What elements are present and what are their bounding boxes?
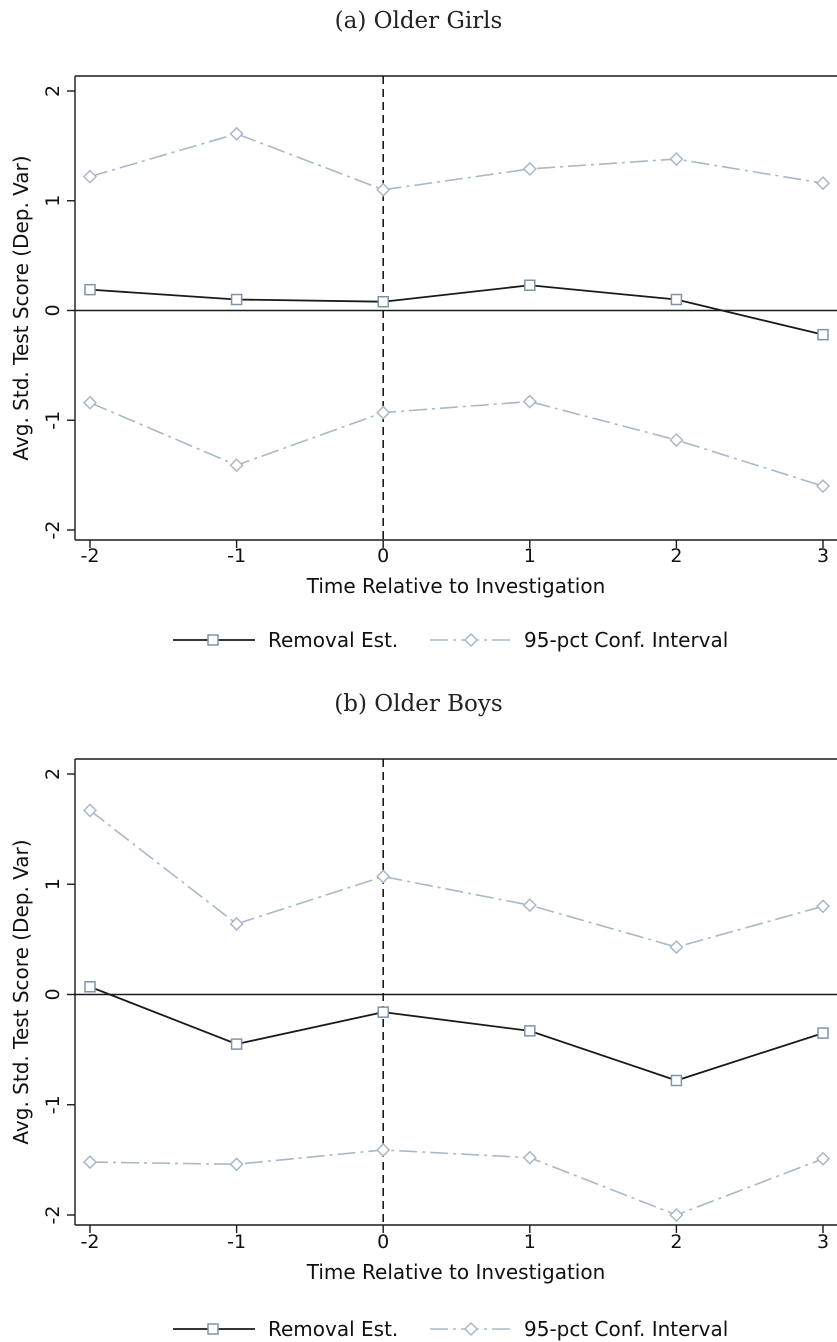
ci-point-marker: [82, 1155, 98, 1170]
estimate-point-marker: [524, 279, 536, 292]
legend-ci-label: 95-pct Conf. Interval: [524, 628, 728, 652]
estimate-point-marker: [817, 328, 829, 341]
y-axis-label: Avg. Std. Test Score (Dep. Var): [9, 839, 33, 1144]
x-tick-label: 1: [524, 1231, 536, 1253]
estimate-point-marker: [670, 293, 683, 306]
y-tick-label: 0: [42, 988, 64, 1000]
x-tick-label: 2: [670, 545, 682, 567]
legend-ci-label: 95-pct Conf. Interval: [524, 1317, 728, 1341]
ci-point-marker: [815, 176, 831, 191]
ci-series-line: [89, 132, 824, 191]
legend-estimate-label: Removal Est.: [268, 628, 398, 652]
ci-point-marker: [376, 182, 391, 197]
ci-point-marker: [82, 395, 98, 410]
estimate-point-marker: [84, 981, 96, 993]
x-tick-label: -1: [227, 545, 246, 567]
y-tick-label: 2: [42, 85, 64, 97]
chart-title: (a) Older Girls: [334, 8, 503, 34]
chart-title: (b) Older Boys: [334, 691, 503, 717]
x-tick-label: -2: [81, 1231, 100, 1253]
estimate-point-marker: [524, 1025, 536, 1037]
estimate-series-line: [89, 284, 824, 336]
y-tick-label: -1: [42, 1095, 64, 1114]
ci-point-marker: [522, 161, 537, 176]
x-tick-label: 3: [817, 1231, 829, 1253]
x-tick-label: -1: [227, 1231, 246, 1253]
estimate-point-marker: [670, 1074, 683, 1087]
x-axis-label: Time Relative to Investigation: [306, 574, 606, 598]
ci-point-marker: [815, 899, 831, 914]
ci-series-line: [89, 400, 824, 487]
x-tick-label: 2: [670, 1231, 682, 1253]
ci-point-marker: [522, 898, 537, 913]
ci-point-marker: [815, 479, 831, 494]
y-tick-label: 1: [42, 878, 64, 890]
estimate-point-marker: [230, 1038, 243, 1050]
x-tick-label: 0: [377, 545, 389, 567]
ci-point-marker: [376, 405, 391, 420]
y-tick-label: -1: [42, 411, 64, 430]
estimate-point-marker: [84, 283, 96, 296]
y-tick-label: -2: [42, 521, 64, 540]
estimate-point-marker: [377, 1006, 389, 1018]
legend-ci-marker: [463, 1321, 479, 1337]
y-tick-label: -2: [42, 1206, 64, 1225]
ci-point-marker: [522, 394, 537, 409]
ci-point-marker: [669, 151, 684, 167]
ci-point-marker: [376, 869, 391, 884]
ci-point-marker: [229, 916, 244, 932]
estimate-point-marker: [230, 293, 243, 306]
estimate-series-line: [89, 985, 824, 1082]
y-tick-label: 1: [42, 195, 64, 207]
estimate-point-marker: [817, 1027, 829, 1039]
x-tick-label: -2: [81, 545, 100, 567]
legend-ci-marker: [463, 632, 479, 648]
ci-point-marker: [229, 458, 244, 473]
estimate-point-marker: [377, 295, 389, 308]
ci-point-marker: [669, 432, 684, 448]
x-tick-label: 1: [524, 545, 536, 567]
x-tick-label: 0: [377, 1231, 389, 1253]
figure-older-boys: (b) Older Boys -2 -1 0 1 2 -2 -1 0 1 2 3 Time Relat…: [0, 671, 837, 1342]
legend-estimate-marker: [207, 1323, 219, 1335]
ci-point-marker: [82, 169, 98, 184]
chart-older-girls: -2 -1 0 1 2 -2 -1 0 1 2 3 Time Relative to Investig…: [9, 75, 837, 652]
y-tick-label: 2: [42, 768, 64, 780]
ci-point-marker: [376, 1142, 391, 1158]
ci-point-marker: [815, 1151, 831, 1166]
x-tick-label: 3: [817, 545, 829, 567]
y-tick-label: 0: [42, 304, 64, 316]
legend-estimate-label: Removal Est.: [268, 1317, 398, 1341]
ci-point-marker: [669, 940, 684, 955]
ci-series-line: [89, 1149, 824, 1216]
ci-point-marker: [522, 1150, 537, 1165]
figure-older-girls: (a) Older Girls -2 -1 0 1 2 -2 -1 0 1 2 3 Time Rela…: [9, 8, 837, 652]
chart-older-boys: -2 -1 0 1 2 -2 -1 0 1 2 3 Time Relative to Investig…: [9, 758, 837, 1341]
ci-point-marker: [229, 1157, 244, 1172]
y-axis-label: Avg. Std. Test Score (Dep. Var): [9, 155, 33, 460]
ci-point-marker: [82, 803, 98, 818]
legend-estimate-marker: [207, 634, 219, 646]
ci-series-line: [89, 809, 824, 948]
ci-point-marker: [229, 126, 244, 141]
ci-point-marker: [669, 1207, 684, 1223]
x-axis-label: Time Relative to Investigation: [306, 1260, 606, 1284]
